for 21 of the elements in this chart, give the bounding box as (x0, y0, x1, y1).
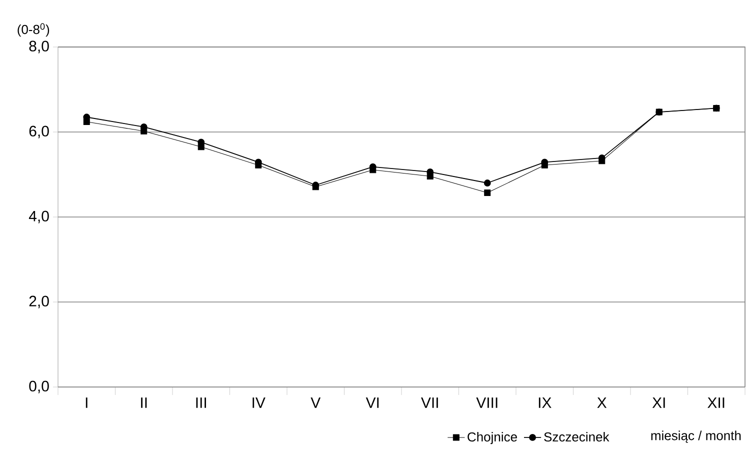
y-tick-label: 4,0 (28, 210, 49, 224)
x-tick-label: VI (366, 398, 379, 408)
x-tick-label: XII (708, 398, 724, 408)
x-tick-label: III (196, 398, 206, 408)
legend-label: Chojnice (468, 432, 517, 444)
x-tick-label: IV (252, 398, 266, 408)
x-tick-label: I (86, 398, 88, 408)
y-axis-title: (0-8$^{0}$) (18, 23, 50, 37)
x-tick-label: VII (421, 398, 438, 408)
y-tick-label: 2,0 (29, 296, 49, 308)
x-tick-label: IX (538, 398, 552, 408)
x-tick-label: II (141, 398, 147, 408)
legend-label: Szczecinek (544, 432, 610, 442)
y-tick-label: 8,0 (29, 40, 49, 54)
x-tick-label: VIII (476, 398, 498, 408)
y-tick-label: 6,0 (29, 126, 49, 138)
x-tick-label: V (310, 398, 321, 408)
x-tick-label: X (597, 398, 607, 408)
x-tick-label: XI (652, 398, 665, 408)
y-tick-label: 0,0 (29, 380, 49, 394)
x-axis-title: miesiąc / month (651, 430, 741, 443)
